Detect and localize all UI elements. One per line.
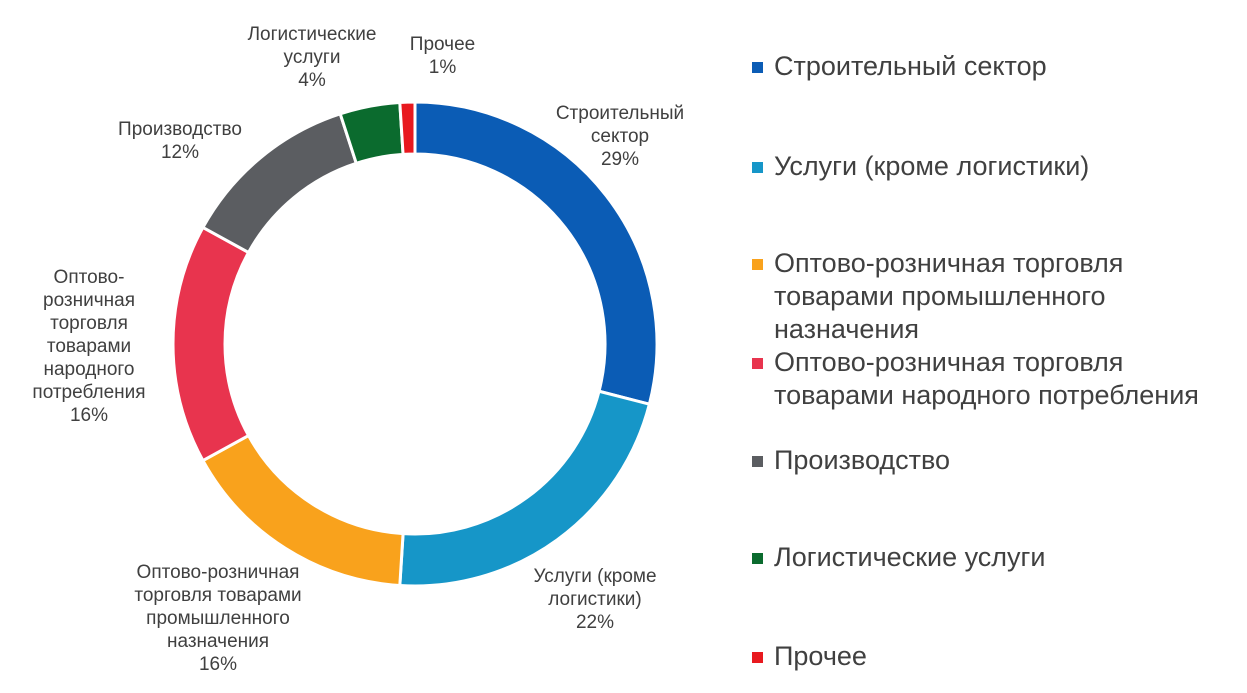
legend-swatch xyxy=(752,62,763,73)
legend-label: Строительный сектор xyxy=(774,51,1047,81)
slice-label-name: Строительный сектор xyxy=(555,103,685,147)
legend-item-4: Оптово-розничная торговля товарами народ… xyxy=(752,346,1199,412)
slice-label-5: Производство 12% xyxy=(100,118,260,164)
donut-slice-7 xyxy=(398,100,417,156)
slice-label-value: 16% xyxy=(69,405,109,426)
slice-label-name: Услуги (кроме логистики) xyxy=(533,566,657,610)
legend-swatch xyxy=(752,259,763,270)
legend-swatch xyxy=(752,456,763,467)
slice-label-name: Оптово- розничная торговля товарами наро… xyxy=(32,267,146,403)
legend-label: Услуги (кроме логистики) xyxy=(774,151,1090,181)
slice-label-value: 16% xyxy=(198,654,238,675)
slice-label-3: Оптово-розничная торговля товарами промы… xyxy=(118,561,318,676)
legend-item-1: Строительный сектор xyxy=(752,50,1047,83)
slice-label-name: Оптово-розничная торговля товарами промы… xyxy=(134,562,302,652)
slice-label-value: 29% xyxy=(600,149,640,170)
legend-item-5: Производство xyxy=(752,444,950,477)
slice-label-value: 22% xyxy=(575,612,615,633)
slice-label-name: Логистические услуги xyxy=(247,24,377,68)
slice-label-2: Услуги (кроме логистики) 22% xyxy=(510,565,680,634)
legend-label: Прочее xyxy=(774,641,867,671)
legend-swatch xyxy=(752,358,763,369)
slice-label-name: Производство xyxy=(118,119,242,140)
legend-swatch xyxy=(752,162,763,173)
legend-item-3: Оптово-розничная торговля товарами промы… xyxy=(752,247,1123,346)
donut-slice-4 xyxy=(171,225,251,463)
legend-swatch xyxy=(752,652,763,663)
slice-label-value: 4% xyxy=(298,70,326,91)
legend-item-2: Услуги (кроме логистики) xyxy=(752,150,1089,183)
slice-label-7: Прочее 1% xyxy=(395,33,490,79)
slice-label-value: 12% xyxy=(160,142,200,163)
legend-label: Оптово-розничная торговля товарами народ… xyxy=(774,347,1199,410)
slice-label-6: Логистические услуги 4% xyxy=(232,23,392,92)
legend-label: Производство xyxy=(774,445,951,475)
legend-swatch xyxy=(752,553,763,564)
slice-label-value: 1% xyxy=(428,57,457,78)
slice-label-1: Строительный сектор 29% xyxy=(540,102,700,171)
slice-label-name: Прочее xyxy=(409,34,476,55)
donut-slice-2 xyxy=(398,389,652,588)
slice-label-4: Оптово- розничная торговля товарами наро… xyxy=(14,266,164,427)
legend-label: Оптово-розничная торговля товарами промы… xyxy=(774,248,1124,344)
legend-item-7: Прочее xyxy=(752,640,867,673)
legend-item-6: Логистические услуги xyxy=(752,541,1046,574)
legend-label: Логистические услуги xyxy=(774,542,1046,572)
